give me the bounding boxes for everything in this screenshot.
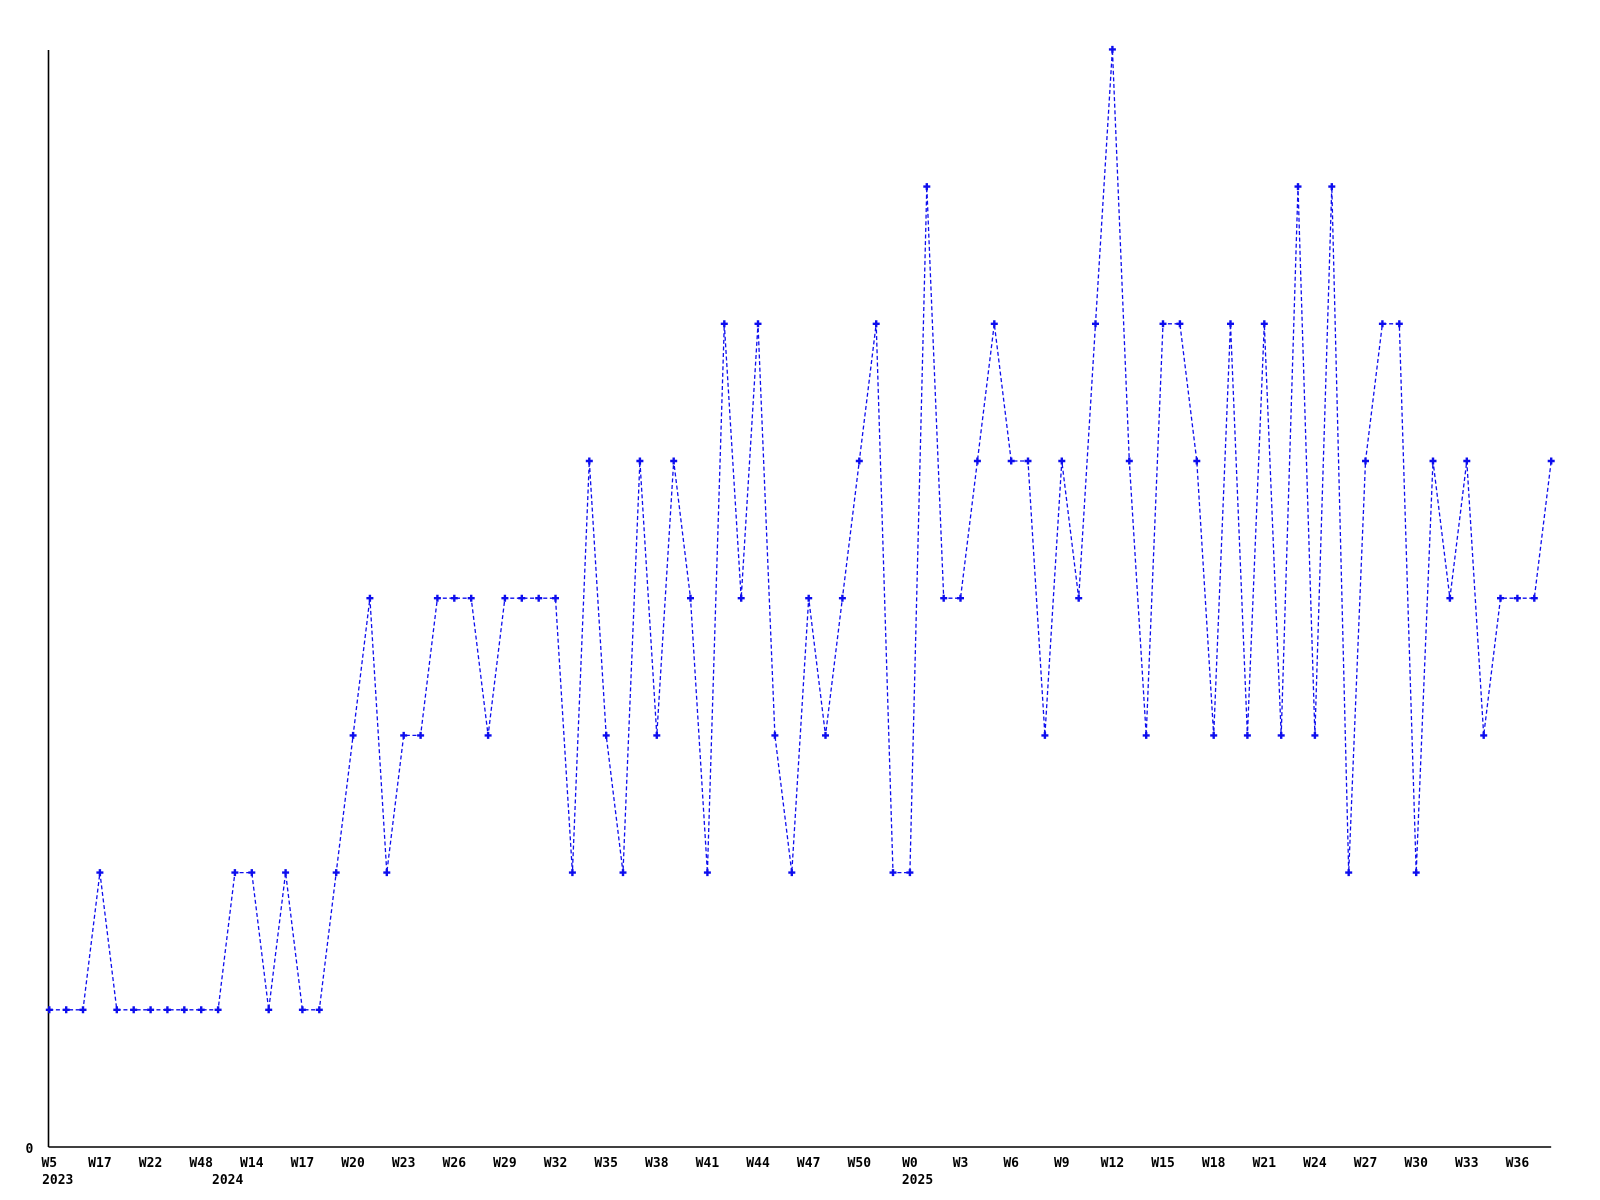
- x-tick-label: W41: [696, 1156, 720, 1171]
- x-tick-label: W0: [902, 1156, 918, 1171]
- x-tick-label: W35: [594, 1156, 617, 1171]
- year-label: 2025: [902, 1173, 933, 1188]
- data-point-markers: [45, 45, 1555, 1014]
- x-tick-label: W21: [1253, 1156, 1277, 1171]
- x-tick-label: W18: [1202, 1156, 1226, 1171]
- x-tick-label: W48: [189, 1156, 213, 1171]
- x-tick-label: W38: [645, 1156, 669, 1171]
- x-tick-label: W20: [341, 1156, 365, 1171]
- x-tick-label: W47: [797, 1156, 820, 1171]
- data-line: [49, 49, 1552, 1011]
- x-tick-label: W32: [544, 1156, 567, 1171]
- year-label: 2023: [42, 1173, 73, 1188]
- x-tick-label: W29: [493, 1156, 516, 1171]
- x-tick-label: W3: [953, 1156, 969, 1171]
- x-tick-label: W36: [1506, 1156, 1530, 1171]
- x-tick-label: W14: [240, 1156, 264, 1171]
- x-tick-label: W30: [1404, 1156, 1428, 1171]
- x-tick-label: W27: [1354, 1156, 1377, 1171]
- year-label: 2024: [212, 1173, 243, 1188]
- x-tick-label: W33: [1455, 1156, 1478, 1171]
- x-tick-label: W24: [1303, 1156, 1327, 1171]
- x-tick-label: W9: [1054, 1156, 1070, 1171]
- x-tick-label: W6: [1003, 1156, 1019, 1171]
- x-tick-label: W5: [41, 1156, 57, 1171]
- x-tick-label: W50: [848, 1156, 872, 1171]
- x-tick-label: W23: [392, 1156, 415, 1171]
- y-axis-zero-label: 0: [25, 1142, 33, 1157]
- x-tick-label: W44: [746, 1156, 770, 1171]
- x-tick-label: W17: [88, 1156, 111, 1171]
- x-tick-label: W17: [291, 1156, 314, 1171]
- x-tick-label: W26: [443, 1156, 467, 1171]
- x-tick-label: W15: [1151, 1156, 1174, 1171]
- x-tick-label: W22: [139, 1156, 162, 1171]
- x-tick-label: W12: [1101, 1156, 1124, 1171]
